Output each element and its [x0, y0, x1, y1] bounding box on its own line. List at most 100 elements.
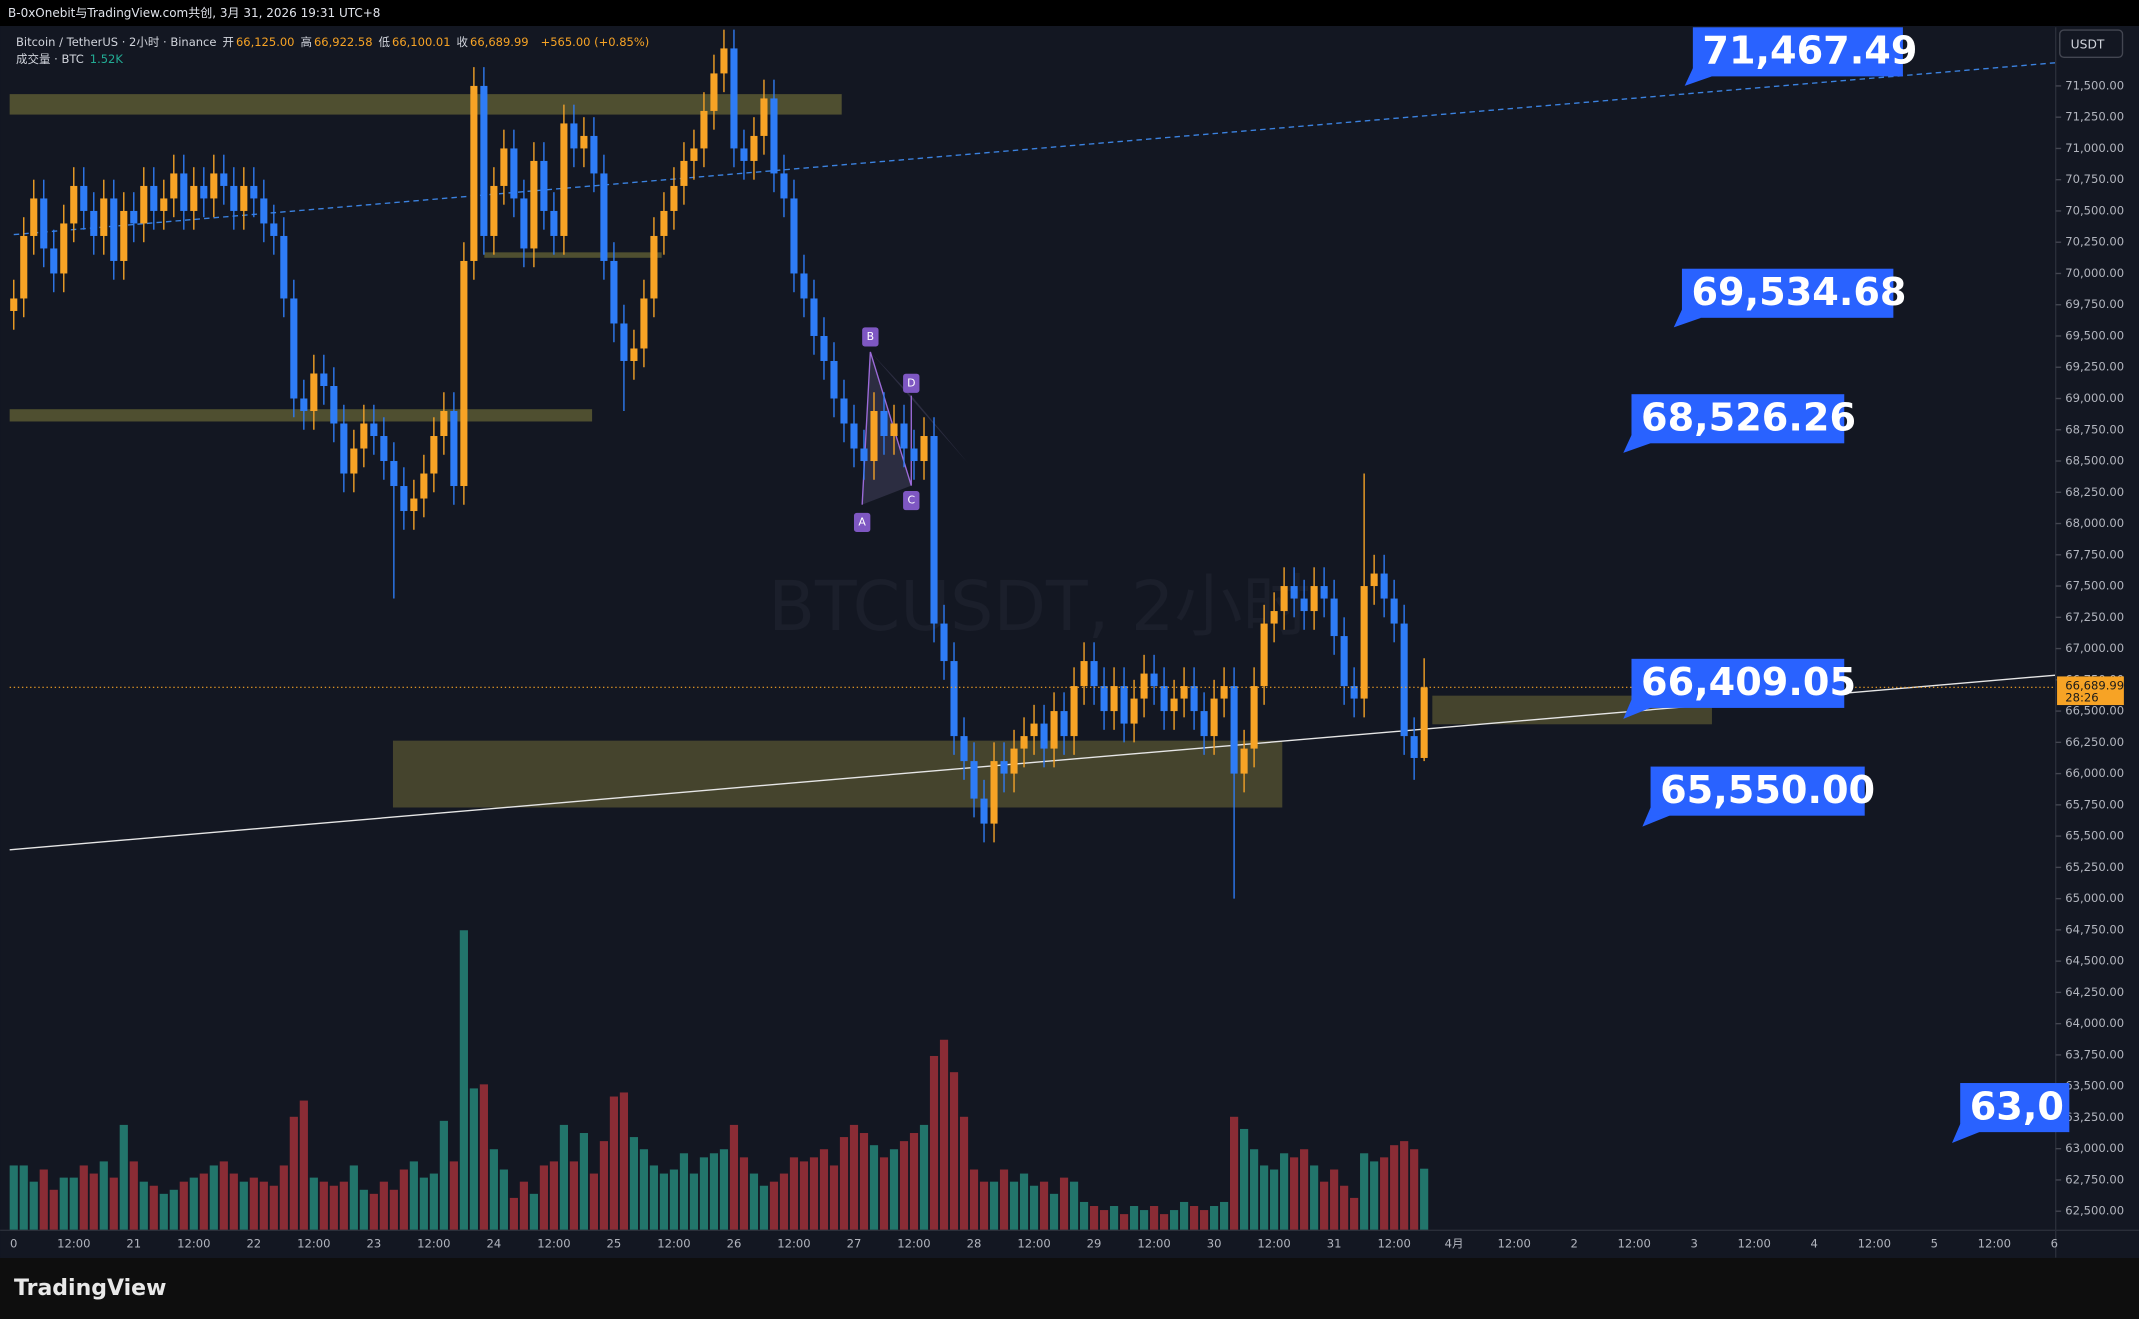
candle-body	[670, 185, 678, 211]
y-tick-label: 67,500.00	[2065, 579, 2124, 593]
callout-text: 65,550.00	[1660, 769, 1875, 813]
candle-body	[1410, 736, 1418, 758]
candle-body	[1070, 686, 1078, 737]
volume	[9, 930, 1429, 1231]
y-tick-label: 63,000.00	[2065, 1141, 2124, 1155]
volume-bar	[199, 1173, 208, 1231]
candle-body	[760, 98, 768, 136]
volume-bar	[319, 1181, 328, 1231]
candle-body	[1190, 686, 1198, 712]
candle-body	[1120, 686, 1128, 724]
volume-bar	[1009, 1181, 1019, 1231]
candle-body	[640, 298, 648, 349]
candle-body	[750, 135, 758, 161]
change: +565.00 (+0.85%)	[540, 35, 650, 49]
candle-body	[1270, 611, 1278, 624]
volume-bar	[609, 1096, 619, 1231]
volume-bar	[739, 1157, 749, 1231]
volume-bar	[39, 1169, 48, 1231]
volume-bar	[559, 1124, 568, 1231]
volume-bar	[1290, 1157, 1299, 1231]
candle-body	[1160, 686, 1168, 712]
volume-bar	[1069, 1181, 1079, 1231]
candle-body	[550, 210, 558, 236]
pattern-label-box	[862, 327, 879, 347]
candle-body	[380, 436, 388, 462]
volume-bar	[809, 1157, 819, 1231]
volume-bar	[1039, 1181, 1049, 1231]
volume-bar	[489, 1149, 498, 1231]
y-tick-label: 68,000.00	[2065, 516, 2124, 530]
candle-body	[1320, 586, 1328, 599]
volume-bar	[989, 1181, 999, 1231]
candle-body	[1100, 686, 1108, 712]
volume-bar	[629, 1137, 639, 1231]
candle-body	[120, 210, 128, 261]
volume-bar	[1099, 1210, 1109, 1231]
candle-body	[20, 235, 28, 299]
candle-body	[890, 423, 898, 437]
candle-body	[880, 411, 888, 437]
candle-body	[780, 173, 788, 199]
candle-body	[660, 210, 668, 236]
volume-bar	[1109, 1206, 1119, 1231]
pattern-label-box	[853, 512, 871, 532]
y-tick-label: 70,250.00	[2065, 235, 2124, 249]
volume-legend: 成交量 · BTC	[16, 52, 84, 66]
volume-bar	[979, 1181, 989, 1231]
candle-body	[1200, 711, 1208, 737]
x-tick-label: 12:00	[1257, 1236, 1290, 1250]
volume-bar	[149, 1185, 158, 1231]
candle-body	[170, 173, 178, 199]
footer: TradingView	[0, 1258, 2139, 1319]
volume-bar	[509, 1197, 518, 1231]
candle-body	[1080, 661, 1088, 687]
candle-body	[800, 273, 808, 299]
candle-body	[60, 223, 68, 274]
candle-body	[950, 661, 958, 737]
callout-tail	[1673, 309, 1702, 328]
candle-body	[230, 185, 238, 211]
candle-body	[1090, 661, 1098, 687]
y-tick-label: 62,750.00	[2065, 1172, 2124, 1186]
y-tick-label: 65,750.00	[2065, 797, 2124, 811]
callout-tail	[1623, 699, 1651, 719]
volume-bar	[229, 1173, 238, 1231]
x-tick-label: 22	[246, 1236, 261, 1250]
volume-bar	[1260, 1165, 1269, 1231]
candle-body	[290, 298, 298, 399]
x-tick-label: 24	[487, 1236, 502, 1250]
candle-body	[240, 185, 248, 211]
callout-box	[1650, 766, 1865, 816]
callout-tail	[1623, 435, 1651, 453]
candle-body	[450, 411, 458, 487]
candle-body	[180, 173, 188, 211]
candle-body	[80, 185, 88, 211]
candle-body	[1350, 686, 1358, 699]
candle-body	[860, 448, 868, 462]
y-tick-label: 67,750.00	[2065, 547, 2124, 561]
volume-bar	[129, 1161, 138, 1231]
candle-body	[1140, 673, 1148, 699]
candle-body	[910, 448, 918, 462]
pattern-label: B	[867, 330, 874, 343]
volume-bar	[1360, 1153, 1369, 1231]
candle-body	[920, 436, 928, 462]
candle-body	[940, 623, 948, 662]
candle-body	[130, 210, 138, 224]
volume-bar	[869, 1145, 879, 1231]
candle-body	[360, 423, 368, 449]
x-tick-label: 4月	[1445, 1236, 1464, 1250]
volume-bar	[939, 1039, 949, 1231]
candle-body	[190, 185, 198, 211]
candle-body	[680, 160, 688, 186]
x-tick-label: 12:00	[1497, 1236, 1530, 1250]
volume-bar	[539, 1165, 548, 1231]
currency-box	[2059, 29, 2124, 58]
candle-body	[1020, 736, 1028, 749]
volume-bar	[579, 1133, 589, 1231]
candle-body	[100, 198, 108, 236]
y-tick-label: 70,750.00	[2065, 172, 2124, 186]
pattern-label: D	[907, 376, 915, 389]
